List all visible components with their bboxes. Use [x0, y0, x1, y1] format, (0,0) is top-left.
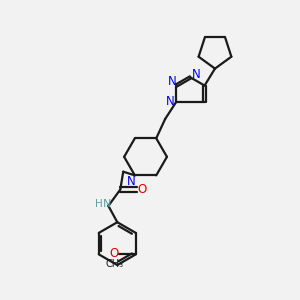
Text: N: N — [191, 68, 200, 81]
Text: O: O — [137, 183, 147, 196]
Text: O: O — [110, 247, 119, 260]
Text: N: N — [127, 175, 136, 188]
Text: N: N — [167, 76, 176, 88]
Text: H: H — [95, 200, 103, 209]
Text: CH₃: CH₃ — [105, 259, 123, 269]
Text: N: N — [103, 200, 111, 209]
Text: N: N — [166, 95, 175, 108]
